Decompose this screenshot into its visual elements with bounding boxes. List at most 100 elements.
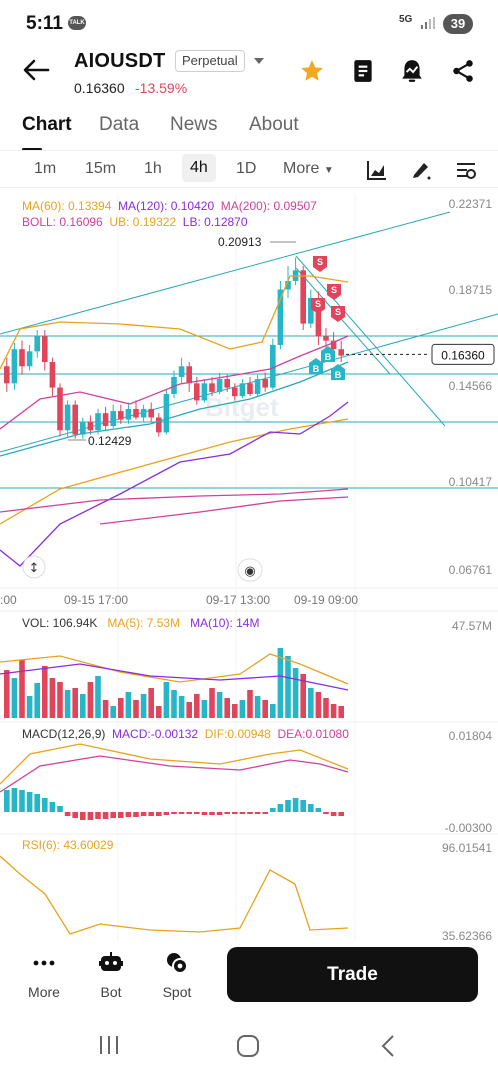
volume-bar [178,696,185,718]
macd-histogram-bar [209,812,215,815]
interval-15m[interactable]: 15m [85,160,117,177]
rsi-legend: RSI(6): 43.60029 [22,838,113,852]
candle-body [118,411,124,420]
bottom-action-bar: More Bot Spot Trade [0,940,498,1016]
interval-more[interactable]: More ▼ [283,160,334,178]
trend-line [295,267,391,375]
macd-histogram-bar [34,794,40,812]
price-axis-tick: 0.22371 [449,197,493,211]
status-bar: 5:11 TALK 5G 39 [0,0,498,48]
tab-news[interactable]: News [170,114,218,135]
ma-legend: MA(60): 0.13394 MA(120): 0.10420 MA(200)… [22,199,317,213]
eye-icon: ◉ [244,564,255,579]
macd-dif-label: DIF:0.00948 [204,727,271,741]
status-time: 5:11 [26,13,63,34]
volume-bar [247,690,253,718]
back-arrow-icon[interactable] [22,58,50,82]
candle-body [87,421,94,431]
volume-ma5-label: MA(5): 7.53M [107,616,181,630]
indicator-settings-icon[interactable] [455,159,477,181]
volume-bar [72,688,78,718]
macd-axis-bottom: -0.00300 [445,821,493,835]
macd-histogram-bar [224,812,230,814]
volume-bar [270,704,276,718]
macd-histogram-bar [102,812,109,819]
candle-body [247,383,253,394]
buy-marker-label: B [313,364,320,374]
coins-icon [167,953,188,974]
macd-histogram-bar [171,812,177,814]
sell-marker-label: S [315,299,321,309]
boll-lb-label: LB: 0.12870 [182,215,248,229]
network-type: 5G [399,14,413,25]
candle-body [254,379,261,394]
interval-4h[interactable]: 4h [182,154,216,182]
candle-body [224,379,230,388]
tab-data[interactable]: Data [99,114,140,135]
macd-histogram-bar [186,812,192,814]
bot-label: Bot [100,984,122,1000]
tab-chart[interactable]: Chart [22,114,72,135]
interval-1d[interactable]: 1D [236,160,257,177]
candle-body [148,408,154,418]
macd-histogram-bar [11,788,18,812]
volume-bar [110,706,116,718]
share-icon[interactable] [450,58,476,84]
macd-histogram-bar [57,806,63,812]
favorite-star-icon[interactable] [299,58,325,84]
ma200-label: MA(200): 0.09507 [220,199,317,213]
sell-marker [331,306,345,322]
volume-bar [133,700,139,718]
volume-bar [186,702,192,718]
candle-body [308,298,314,324]
bot-button[interactable]: Bot [83,950,139,1000]
kline-chart[interactable]: 0.223710.187150.145660.104170.06761Bitge… [0,194,498,943]
ma60-label: MA(60): 0.13394 [22,199,112,213]
volume-bar [19,660,25,718]
candle-body [19,349,25,367]
tab-about[interactable]: About [249,114,299,135]
macd-histogram-bar [4,790,10,812]
ma120-label: MA(120): 0.10420 [118,199,215,213]
candle-body [277,289,284,345]
macd-histogram-bar [239,812,246,814]
more-button[interactable]: More [16,950,72,1000]
macd-histogram-bar [201,812,208,815]
candle-body [95,413,101,431]
interval-1m[interactable]: 1m [34,160,57,177]
volume-bar [156,706,162,718]
macd-histogram-bar [72,812,78,818]
home-icon[interactable] [236,1034,260,1058]
sell-marker-label: S [335,307,341,317]
macd-histogram-bar [19,790,25,812]
macd-dif-line [0,743,349,785]
candle-body [42,336,48,362]
trade-button[interactable]: Trade [227,947,478,1002]
candle-body [163,394,170,433]
candle-body [57,387,63,431]
macd-dea-line [0,755,349,793]
macd-dea-label: DEA:0.01080 [277,727,349,741]
interval-1h[interactable]: 1h [144,160,162,177]
boll-label: BOLL: 0.16096 [22,215,103,229]
candle-body [315,298,322,337]
kline-chart-area[interactable]: 0.22371 0.18715 0.14566 0.10417 0.06761 Bitge… [0,194,498,943]
candle-body [323,336,329,341]
recent-apps-icon[interactable] [98,1034,120,1056]
macd-histogram-bar [118,812,124,818]
spot-button[interactable]: Spot [149,950,205,1000]
pair-symbol[interactable]: AIOUSDT [74,50,166,72]
drawing-tools-icon[interactable] [410,159,432,181]
sell-marker [327,284,341,300]
back-nav-icon[interactable] [378,1034,398,1058]
chart-type-icon[interactable] [366,159,388,181]
macd-histogram-bar [216,812,223,815]
chevron-down-icon[interactable] [254,57,264,65]
macd-histogram-bar [64,812,71,816]
candle-body [171,376,177,394]
price-alert-bell-icon[interactable] [399,58,425,84]
macd-histogram-bar [87,812,94,820]
more-dots-icon [33,960,55,966]
notebook-icon[interactable] [350,58,376,84]
ma60-line [0,418,349,525]
